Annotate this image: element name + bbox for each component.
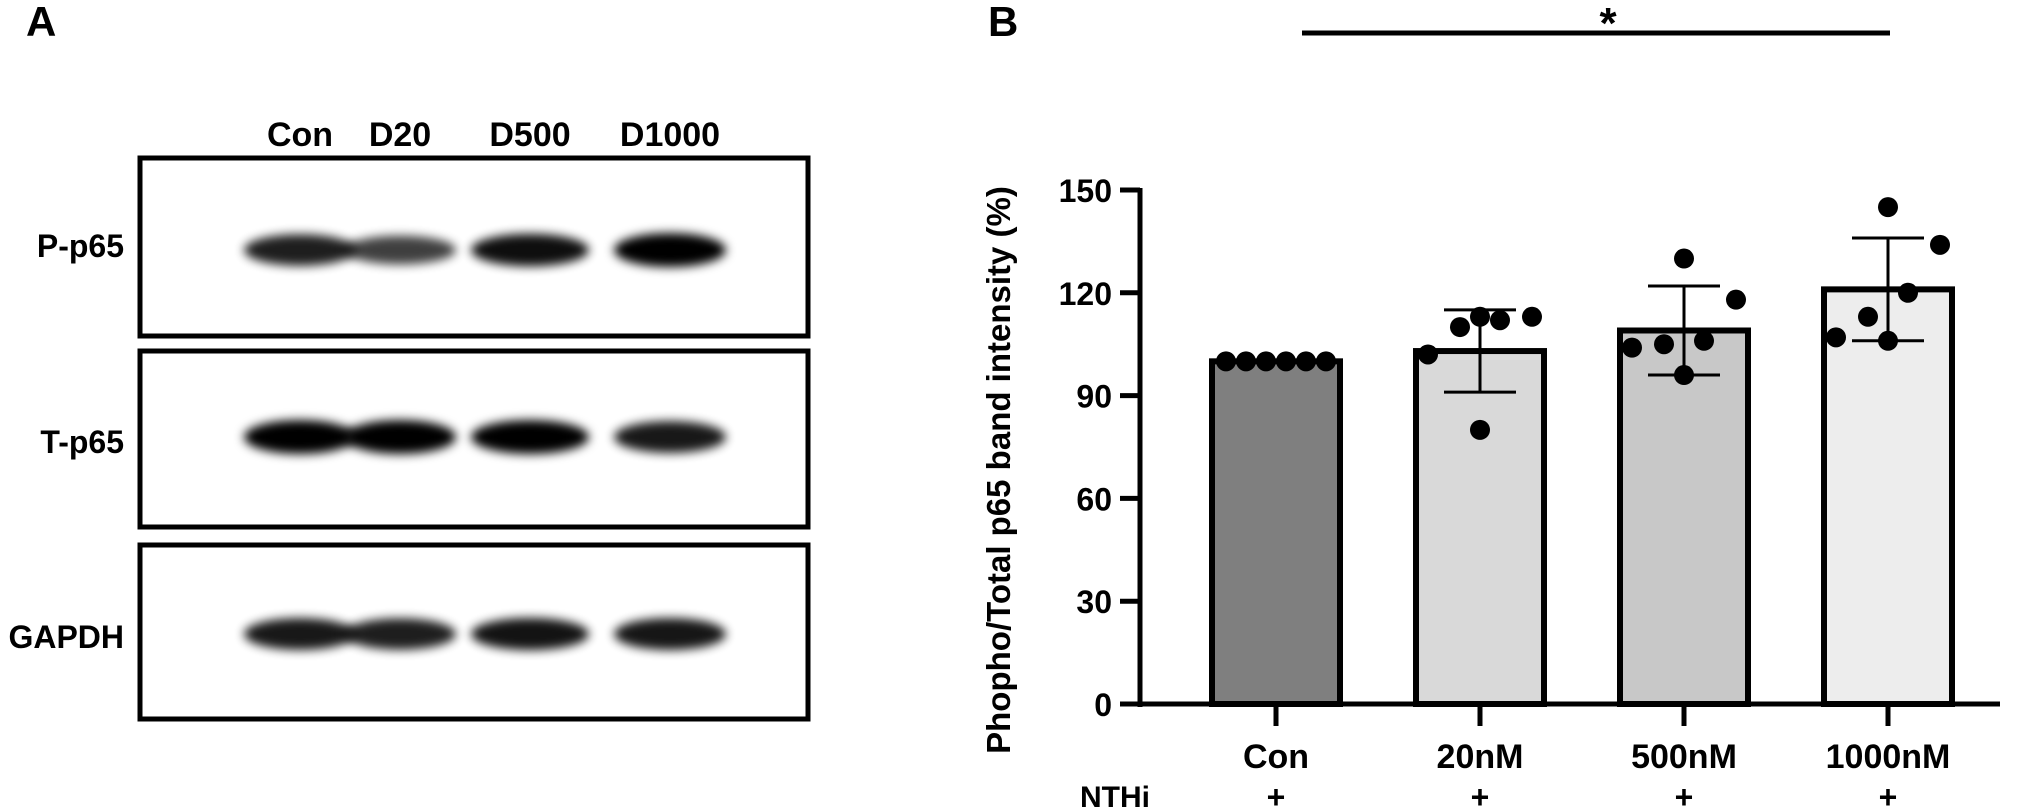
- bar: [1209, 358, 1343, 707]
- data-point: [1236, 351, 1256, 372]
- panel-a-label: A: [26, 0, 56, 45]
- data-point: [1674, 248, 1694, 269]
- lane-label: D20: [369, 116, 431, 154]
- data-point: [1418, 344, 1438, 365]
- data-point: [1826, 327, 1846, 348]
- lane-labels: Con D20 D500 D1000: [267, 116, 720, 154]
- bars: [1209, 286, 1955, 707]
- blot-band: [244, 234, 356, 266]
- blot-band: [471, 233, 589, 267]
- significance-bracket: *: [1302, 0, 1890, 48]
- data-point: [1930, 234, 1950, 255]
- blot-band: [614, 617, 726, 651]
- data-point: [1256, 351, 1276, 372]
- panel-a-blot: A Con D20 D500 D1000 P-p65 T-p65 GAPDH: [8, 0, 811, 722]
- blot-rows: P-p65 T-p65 GAPDH: [8, 155, 811, 722]
- lane-label: D1000: [620, 116, 720, 154]
- blot-band: [614, 233, 726, 267]
- data-point: [1622, 337, 1642, 358]
- data-point: [1898, 282, 1918, 303]
- treatment-label: NTHi: [1080, 781, 1150, 811]
- treatment-mark: +: [1267, 779, 1286, 811]
- lane-label: D500: [489, 116, 570, 154]
- x-tick-label: 1000nM: [1826, 738, 1951, 776]
- treatment-mark: +: [1879, 779, 1898, 811]
- y-tick-label: 150: [1059, 173, 1112, 209]
- x-tick-label: Con: [1243, 738, 1309, 776]
- y-axis: 0 30 60 90 120 150: [1059, 173, 1143, 723]
- blot-row-label: P-p65: [37, 228, 124, 264]
- data-points: [1216, 197, 1950, 440]
- y-axis-title: Phopho/Total p65 band intensity (%): [980, 186, 1017, 754]
- data-point: [1878, 330, 1898, 351]
- x-tick-label: 500nM: [1631, 738, 1737, 776]
- x-axis: Con 20nM 500nM 1000nM: [1138, 701, 2000, 776]
- blot-band: [344, 420, 456, 454]
- data-point: [1296, 351, 1316, 372]
- blot-band: [344, 235, 456, 265]
- data-point: [1470, 419, 1490, 440]
- significance-star: *: [1599, 0, 1617, 48]
- data-point: [1470, 306, 1490, 327]
- y-tick-label: 30: [1076, 584, 1112, 620]
- treatment-mark: +: [1471, 779, 1490, 811]
- bar: [1617, 327, 1751, 707]
- treatment-mark: +: [1675, 779, 1694, 811]
- data-point: [1878, 197, 1898, 218]
- blot-band: [471, 420, 589, 454]
- lane-label: Con: [267, 116, 333, 154]
- data-point: [1276, 351, 1296, 372]
- blot-row-label: T-p65: [40, 424, 124, 460]
- y-tick-label: 0: [1094, 687, 1112, 723]
- treatment-row: NTHi + + + +: [1080, 779, 1897, 811]
- blot-band: [614, 421, 726, 453]
- data-point: [1654, 334, 1674, 355]
- data-point: [1490, 310, 1510, 331]
- data-point: [1674, 365, 1694, 386]
- data-point: [1450, 317, 1470, 338]
- x-tick-label: 20nM: [1437, 738, 1524, 776]
- data-point: [1316, 351, 1336, 372]
- panel-b-chart: B * Phopho/Total p65 band intensity (%) …: [980, 0, 2000, 811]
- blot-row-label: GAPDH: [8, 619, 124, 655]
- blot-band: [344, 618, 456, 650]
- y-tick-label: 60: [1076, 481, 1112, 517]
- y-tick-label: 90: [1076, 379, 1112, 415]
- data-point: [1522, 306, 1542, 327]
- bar: [1413, 348, 1547, 707]
- data-point: [1216, 351, 1236, 372]
- data-point: [1858, 306, 1878, 327]
- data-point: [1726, 289, 1746, 310]
- blot-band: [244, 420, 356, 454]
- y-tick-label: 120: [1059, 276, 1112, 312]
- panel-b-label: B: [988, 0, 1018, 45]
- blot-band: [244, 618, 356, 650]
- bar: [1821, 286, 1955, 707]
- blot-band: [471, 617, 589, 651]
- data-point: [1694, 330, 1714, 351]
